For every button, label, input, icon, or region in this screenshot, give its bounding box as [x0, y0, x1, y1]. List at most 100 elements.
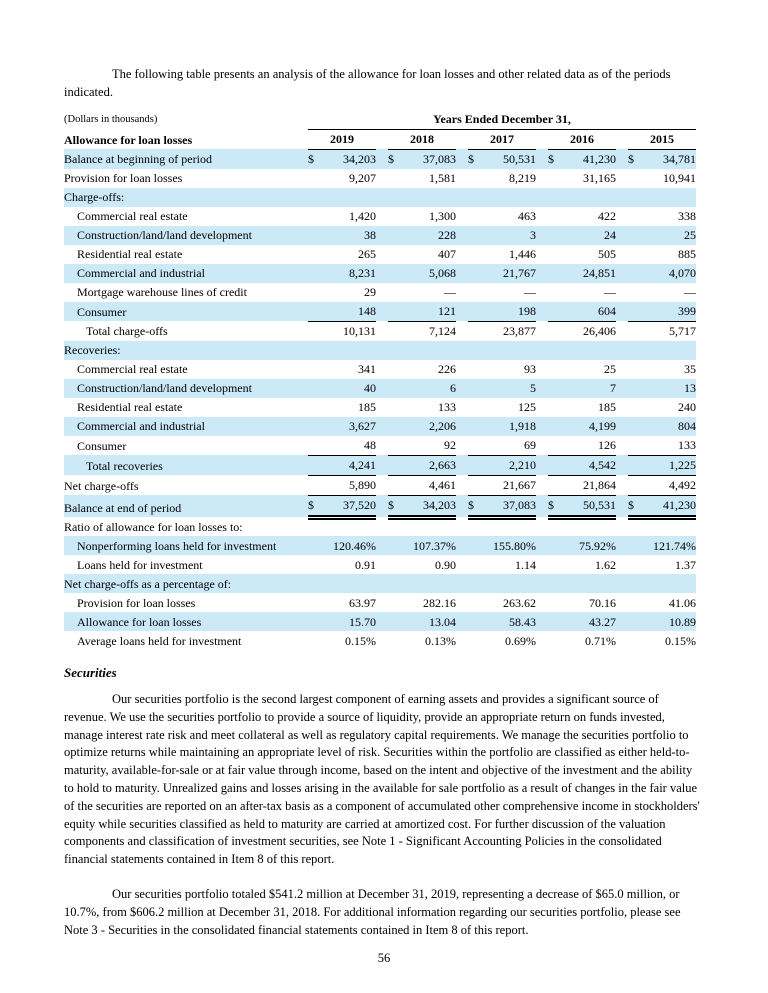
column-spacer — [536, 321, 548, 341]
cell-value: 37,083 — [481, 495, 536, 520]
cell-value: 10,131 — [343, 324, 376, 339]
dollar-sign-cell — [308, 574, 321, 594]
cell-value: 265 — [358, 247, 376, 262]
dollar-sign-cell — [308, 207, 321, 226]
cell-value: 1,420 — [349, 209, 376, 224]
table-row: Total recoveries 4,241 2,663 2,210 4,542 1,22… — [64, 455, 696, 476]
dollar-sign-cell — [308, 455, 321, 476]
dollar-sign-cell — [548, 263, 561, 283]
dollar-sign-cell — [468, 360, 481, 379]
row-label: Total charge-offs — [86, 324, 168, 339]
cell-value — [481, 187, 536, 207]
column-spacer — [616, 517, 628, 536]
column-spacer — [616, 378, 628, 398]
cell-value: 9,207 — [349, 171, 376, 186]
column-spacer — [376, 187, 388, 207]
securities-paragraph-2: Our securities portfolio totaled $541.2 … — [64, 887, 681, 937]
dollar-sign-cell — [548, 517, 561, 536]
dollar-sign-cell — [468, 263, 481, 283]
cell-value: — — [524, 285, 536, 300]
table-row: Net charge-offs as a percentage of: — [64, 574, 696, 594]
dollar-sign-cell — [468, 283, 481, 302]
cell-value: 92 — [401, 435, 456, 456]
cell-value: 63.97 — [349, 595, 376, 610]
table-row: Charge-offs: — [64, 187, 696, 207]
column-spacer — [296, 398, 308, 417]
dollar-sign-cell — [628, 321, 641, 341]
dollar-sign-cell — [308, 536, 321, 556]
dollar-sign-cell — [548, 593, 561, 612]
cell-value: 263.62 — [503, 595, 536, 610]
dollar-sign-cell — [628, 245, 641, 264]
dollar-sign-cell — [548, 187, 561, 207]
column-spacer — [616, 207, 628, 226]
row-label: Average loans held for investment — [77, 633, 242, 648]
column-spacer — [456, 631, 468, 650]
table-row: Allowance for loan losses 15.70 13.04 58.43… — [64, 612, 696, 632]
cell-value: 0.69% — [505, 633, 536, 648]
column-spacer — [376, 475, 388, 495]
cell-value: 226 — [438, 362, 456, 377]
column-spacer — [456, 517, 468, 536]
dollar-sign-cell — [548, 536, 561, 556]
dollar-sign-cell — [548, 435, 561, 456]
cell-value: 31,165 — [583, 171, 616, 186]
column-spacer — [616, 631, 628, 650]
column-spacer — [296, 283, 308, 302]
column-spacer — [376, 149, 388, 169]
dollar-sign-cell — [308, 378, 321, 398]
column-spacer — [456, 245, 468, 264]
table-row: Commercial real estate 1,420 1,300 463 422 33… — [64, 207, 696, 226]
row-label: Consumer — [64, 301, 296, 322]
column-spacer — [456, 475, 468, 495]
dollar-sign-cell — [628, 263, 641, 283]
row-label: Provision for loan losses — [77, 595, 196, 610]
dollar-sign-cell — [388, 169, 401, 188]
dollar-sign-cell — [468, 455, 481, 476]
allowance-table-body: Balance at beginning of period $34,203 $37… — [64, 149, 696, 650]
column-spacer — [296, 149, 308, 169]
column-spacer — [616, 340, 628, 360]
column-spacer — [456, 360, 468, 379]
units-note: (Dollars in thousands) — [64, 113, 158, 125]
row-label: Balance at beginning of period — [64, 149, 296, 169]
dollar-sign-cell — [308, 321, 321, 341]
cell-value: 4,199 — [561, 416, 616, 436]
column-spacer — [376, 283, 388, 302]
allowance-for-loan-losses-table: (Dollars in thousands) Years Ended Decem… — [64, 109, 696, 651]
cell-value — [641, 340, 696, 360]
cell-value — [401, 517, 456, 536]
cell-value: 25 — [604, 362, 616, 377]
table-row: Construction/land/land development 40 6 5 7 1… — [64, 378, 696, 398]
cell-value: 41,230 — [561, 149, 616, 169]
column-spacer — [376, 340, 388, 360]
row-label: Commercial and industrial — [64, 263, 296, 283]
cell-value: 0.91 — [355, 557, 376, 572]
column-spacer — [536, 574, 548, 594]
row-label: Residential real estate — [77, 247, 183, 262]
dollar-sign-cell: $ — [388, 149, 401, 169]
column-spacer — [536, 631, 548, 650]
dollar-sign-cell — [388, 593, 401, 612]
dollar-sign-cell — [468, 378, 481, 398]
column-spacer — [456, 187, 468, 207]
column-spacer — [616, 612, 628, 632]
table-row: Net charge-offs 5,890 4,461 21,667 21,864 4,4… — [64, 475, 696, 496]
dollar-sign-cell — [308, 263, 321, 283]
column-spacer — [376, 416, 388, 436]
period-header-row: (Dollars in thousands) Years Ended Decem… — [64, 109, 696, 130]
cell-value — [401, 187, 456, 207]
column-spacer — [536, 169, 548, 188]
cell-value: 10,941 — [663, 171, 696, 186]
column-spacer — [456, 321, 468, 341]
dollar-sign-cell — [628, 455, 641, 476]
column-spacer — [536, 398, 548, 417]
cell-value: 93 — [524, 362, 536, 377]
cell-value: 125 — [518, 400, 536, 415]
column-spacer — [456, 398, 468, 417]
table-row: Residential real estate 265 407 1,446 505 885 — [64, 245, 696, 264]
dollar-sign-cell — [308, 416, 321, 436]
row-label: Consumer — [77, 438, 127, 453]
cell-value: 35 — [684, 362, 696, 377]
column-spacer — [456, 283, 468, 302]
